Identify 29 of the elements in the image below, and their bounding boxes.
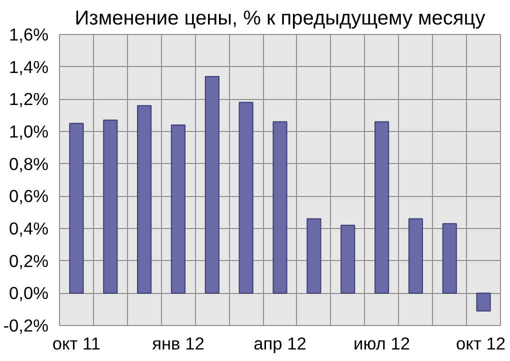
y-tick-label: -0,2% [3, 316, 49, 336]
x-tick-label: июл 12 [354, 334, 410, 354]
y-tick-label: 0,8% [9, 154, 49, 174]
bar [442, 223, 457, 294]
bar [476, 292, 491, 312]
bar [238, 102, 254, 294]
bar [103, 120, 118, 294]
x-tick-label: апр 12 [254, 334, 306, 354]
bar [69, 122, 84, 294]
chart-title: Изменение цены, % к предыдущему месяцу [74, 8, 486, 30]
bar [306, 218, 322, 294]
y-tick-label: 1,6% [9, 24, 49, 44]
y-tick-label: 1,0% [9, 122, 49, 142]
y-tick-label: 0,0% [9, 283, 49, 304]
y-tick-label: 0,2% [9, 250, 49, 271]
bar [340, 224, 356, 294]
bar [137, 105, 152, 294]
x-tick-label: янв 12 [152, 334, 204, 354]
bar [170, 124, 186, 294]
y-tick-label: 1,2% [9, 89, 49, 110]
y-tick-label: 1,4% [9, 56, 49, 77]
bar [408, 218, 423, 294]
y-tick-label: 0,4% [9, 218, 49, 238]
bar [204, 76, 220, 294]
bar [272, 121, 288, 294]
x-tick-label: окт 11 [52, 334, 101, 354]
y-tick-label: 0,6% [9, 186, 49, 206]
bar [374, 121, 390, 294]
x-tick-label: окт 12 [456, 334, 506, 354]
